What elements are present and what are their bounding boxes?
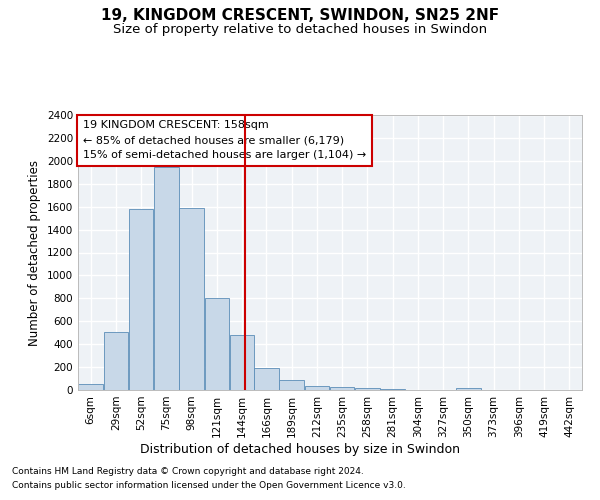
- Y-axis label: Number of detached properties: Number of detached properties: [28, 160, 41, 346]
- Text: Distribution of detached houses by size in Swindon: Distribution of detached houses by size …: [140, 442, 460, 456]
- Text: 19, KINGDOM CRESCENT, SWINDON, SN25 2NF: 19, KINGDOM CRESCENT, SWINDON, SN25 2NF: [101, 8, 499, 22]
- Bar: [279, 380, 304, 390]
- Text: Contains public sector information licensed under the Open Government Licence v3: Contains public sector information licen…: [12, 481, 406, 490]
- Bar: [104, 332, 128, 390]
- Bar: [355, 388, 380, 390]
- Bar: [205, 298, 229, 390]
- Text: Size of property relative to detached houses in Swindon: Size of property relative to detached ho…: [113, 22, 487, 36]
- Bar: [254, 368, 278, 390]
- Bar: [330, 387, 355, 390]
- Bar: [456, 388, 481, 390]
- Text: 19 KINGDOM CRESCENT: 158sqm
← 85% of detached houses are smaller (6,179)
15% of : 19 KINGDOM CRESCENT: 158sqm ← 85% of det…: [83, 120, 366, 160]
- Bar: [179, 208, 204, 390]
- Bar: [79, 384, 103, 390]
- Text: Contains HM Land Registry data © Crown copyright and database right 2024.: Contains HM Land Registry data © Crown c…: [12, 468, 364, 476]
- Bar: [305, 386, 329, 390]
- Bar: [129, 209, 154, 390]
- Bar: [230, 335, 254, 390]
- Bar: [154, 166, 179, 390]
